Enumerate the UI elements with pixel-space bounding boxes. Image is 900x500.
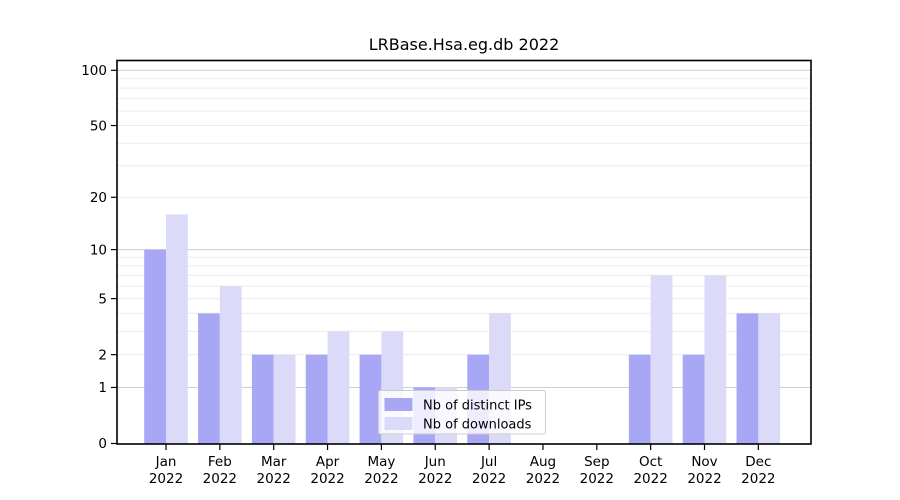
y-tick-label-50: 50 [90, 118, 107, 134]
x-tick-label-month-may: May [367, 454, 395, 470]
plot-border [116, 59, 812, 445]
y-tick-label-2: 2 [98, 347, 107, 363]
chart-title: LRBase.Hsa.eg.db 2022 [369, 35, 560, 54]
x-tick-label-month-jan: Jan [155, 454, 177, 470]
x-tick-label-month-oct: Oct [639, 454, 662, 470]
x-tick-label-month-nov: Nov [691, 454, 717, 470]
bar-nb-of-distinct-ips-nov [682, 354, 705, 444]
legend-box [378, 390, 546, 435]
bar-nb-of-downloads-apr [327, 331, 350, 444]
legend-swatch-downloads [384, 417, 413, 430]
bar-nb-of-distinct-ips-dec [736, 313, 759, 444]
y-tick-label-5: 5 [98, 291, 107, 307]
legend-swatch-distinct-ips [384, 398, 413, 411]
x-tick-label-year-mar: 2022 [257, 471, 291, 487]
x-tick-label-year-jun: 2022 [418, 471, 452, 487]
bar-nb-of-downloads-oct [650, 275, 673, 444]
x-tick-label-month-apr: Apr [316, 454, 340, 470]
bar-nb-of-distinct-ips-mar [251, 354, 274, 444]
bar-nb-of-distinct-ips-apr [305, 354, 328, 444]
bar-nb-of-distinct-ips-may [359, 354, 382, 444]
legend: Nb of distinct IPs Nb of downloads [378, 390, 546, 435]
x-tick-label-year-apr: 2022 [310, 471, 344, 487]
x-tick-label-year-dec: 2022 [741, 471, 775, 487]
x-tick-label-year-nov: 2022 [687, 471, 721, 487]
bar-nb-of-downloads-dec [758, 313, 781, 444]
x-tick-label-month-jun: Jun [424, 454, 446, 470]
legend-label-distinct-ips: Nb of distinct IPs [423, 399, 532, 414]
x-tick-label-month-sep: Sep [584, 454, 609, 470]
x-axis: Jan2022Feb2022Mar2022Apr2022May2022Jun20… [149, 444, 776, 487]
y-tick-label-10: 10 [90, 242, 107, 258]
bar-nb-of-distinct-ips-jan [144, 249, 166, 444]
x-tick-label-month-feb: Feb [208, 454, 232, 470]
bar-nb-of-distinct-ips-oct [628, 354, 651, 444]
y-tick-label-1: 1 [98, 380, 107, 396]
x-tick-label-year-feb: 2022 [203, 471, 237, 487]
x-tick-label-year-oct: 2022 [633, 471, 667, 487]
x-tick-label-year-sep: 2022 [580, 471, 614, 487]
y-tick-label-20: 20 [90, 190, 107, 206]
bar-nb-of-downloads-mar [273, 354, 296, 444]
x-tick-label-year-aug: 2022 [526, 471, 560, 487]
x-tick-label-month-dec: Dec [745, 454, 771, 470]
legend-label-downloads: Nb of downloads [423, 418, 532, 433]
x-tick-label-year-jan: 2022 [149, 471, 183, 487]
bar-nb-of-downloads-nov [704, 275, 727, 444]
x-tick-label-year-jul: 2022 [472, 471, 506, 487]
x-tick-label-month-aug: Aug [530, 454, 556, 470]
y-tick-label-0: 0 [98, 436, 107, 452]
y-tick-label-100: 100 [81, 63, 107, 79]
bar-nb-of-distinct-ips-feb [198, 313, 220, 444]
y-axis: 0 1 2 5 10 20 50 100 [81, 63, 117, 452]
x-tick-label-month-mar: Mar [261, 454, 287, 470]
bar-nb-of-downloads-feb [219, 286, 242, 444]
x-tick-label-year-may: 2022 [364, 471, 398, 487]
bar-nb-of-downloads-jan [166, 214, 188, 444]
x-tick-label-month-jul: Jul [480, 454, 497, 470]
